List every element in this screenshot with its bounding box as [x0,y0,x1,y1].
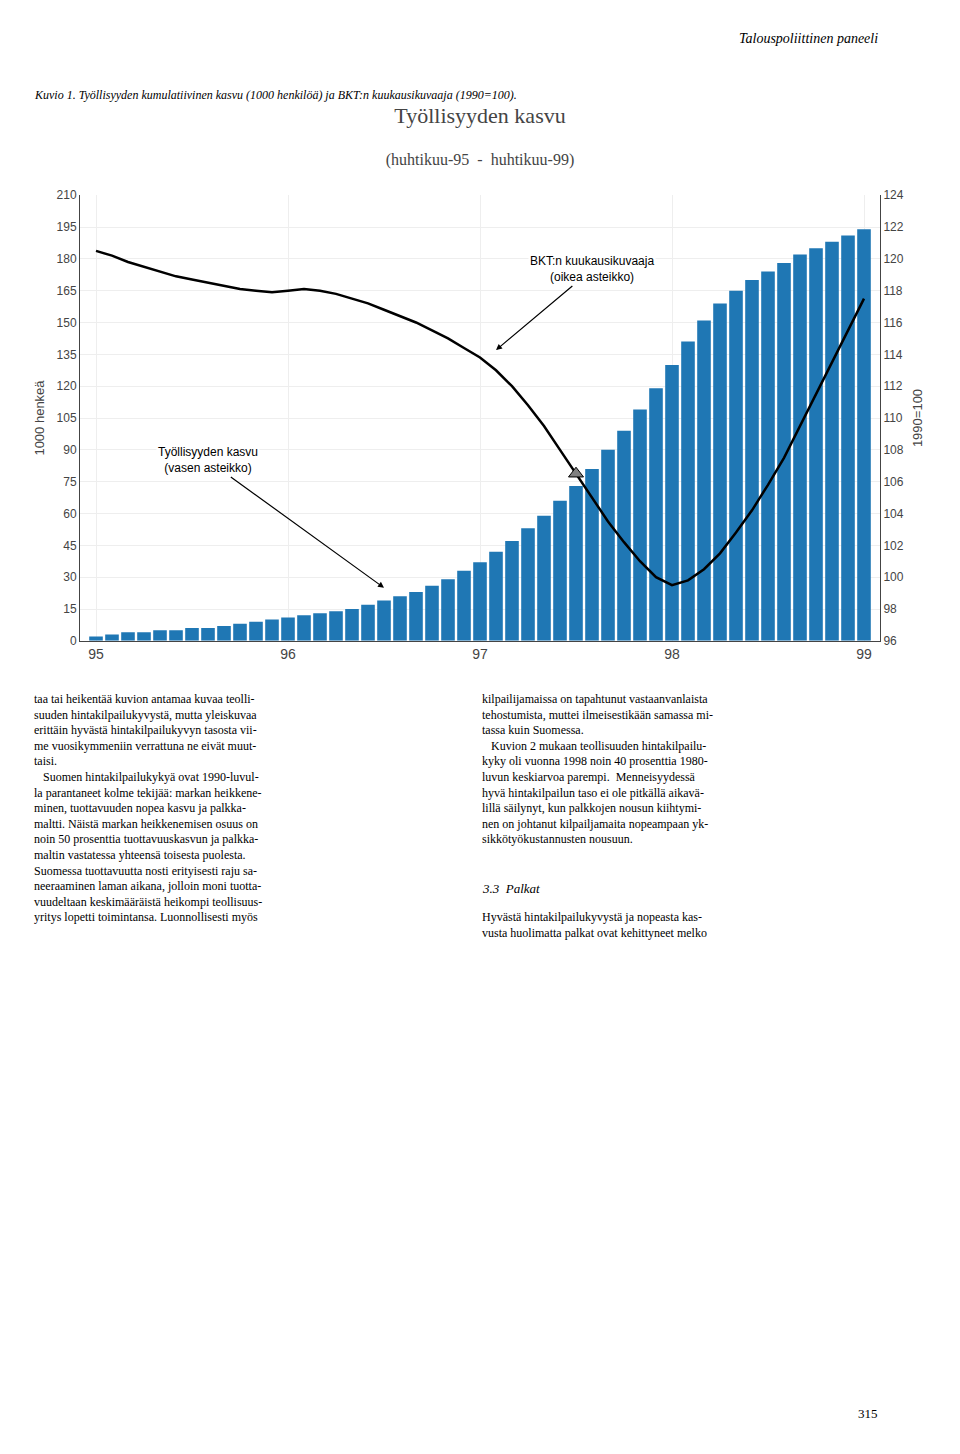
svg-text:99: 99 [856,646,872,662]
svg-text:315: 315 [858,1406,878,1421]
svg-text:97: 97 [472,646,488,662]
svg-text:98: 98 [883,602,897,616]
svg-text:150: 150 [57,316,77,330]
svg-text:3.3 Palkat: 3.3 Palkat [482,881,540,896]
svg-text:135: 135 [57,348,77,362]
svg-text:96: 96 [883,634,897,648]
svg-text:120: 120 [883,252,903,266]
svg-text:75: 75 [63,475,77,489]
svg-text:(huhtikuu-95 - huhtikuu-99): (huhtikuu-95 - huhtikuu-99) [386,151,574,169]
svg-text:195: 195 [57,220,77,234]
svg-text:210: 210 [57,188,77,202]
svg-text:0: 0 [70,634,77,648]
svg-text:95: 95 [88,646,104,662]
svg-text:96: 96 [280,646,296,662]
svg-text:122: 122 [883,220,903,234]
svg-text:98: 98 [664,646,680,662]
svg-text:Kuvio 1. Työllisyyden kumulati: Kuvio 1. Työllisyyden kumulatiivinen kas… [34,88,517,102]
svg-text:45: 45 [63,539,77,553]
svg-text:106: 106 [883,475,903,489]
svg-text:102: 102 [883,539,903,553]
svg-text:30: 30 [63,570,77,584]
svg-text:124: 124 [883,188,903,202]
svg-text:60: 60 [63,507,77,521]
svg-text:Työllisyyden kasvu(vasen astei: Työllisyyden kasvu(vasen asteikko) [158,445,258,475]
svg-text:Hyvästä hintakilpailukyvystä j: Hyvästä hintakilpailukyvystä ja nopeasta… [482,910,707,940]
svg-text:1000 henkeä: 1000 henkeä [32,380,47,456]
svg-text:BKT:n kuukausikuvaaja(oikea as: BKT:n kuukausikuvaaja(oikea asteikko) [530,254,654,284]
svg-text:108: 108 [883,443,903,457]
svg-text:110: 110 [883,411,902,425]
svg-text:105: 105 [57,411,77,425]
svg-text:165: 165 [57,284,77,298]
svg-text:90: 90 [63,443,77,457]
svg-text:104: 104 [883,507,903,521]
svg-text:Työllisyyden kasvu: Työllisyyden kasvu [394,103,565,128]
svg-text:1990=100: 1990=100 [911,389,926,447]
svg-text:180: 180 [57,252,77,266]
svg-text:116: 116 [883,316,902,330]
svg-text:kilpailijamaissa on tapahtunut: kilpailijamaissa on tapahtunut vastaanva… [482,692,713,846]
svg-text:118: 118 [883,284,902,298]
svg-text:114: 114 [883,348,902,362]
svg-text:120: 120 [57,379,77,393]
svg-text:taa tai heikentää kuvion antam: taa tai heikentää kuvion antamaa kuvaa t… [34,692,262,924]
svg-text:15: 15 [63,602,77,616]
svg-text:112: 112 [883,379,902,393]
svg-text:Talouspoliittinen paneeli: Talouspoliittinen paneeli [739,31,878,46]
svg-text:100: 100 [883,570,903,584]
